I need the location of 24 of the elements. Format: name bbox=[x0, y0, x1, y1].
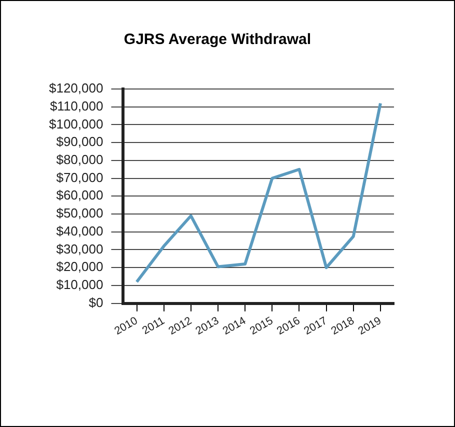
x-tick-label: 2015 bbox=[248, 314, 276, 338]
y-tick-label: $110,000 bbox=[50, 98, 104, 114]
y-tick-label: $40,000 bbox=[56, 223, 104, 238]
x-tick-label: 2012 bbox=[166, 314, 194, 338]
x-tick-label: 2018 bbox=[329, 314, 356, 338]
chart-title: GJRS Average Withdrawal bbox=[124, 31, 312, 48]
y-tick-label: $60,000 bbox=[56, 188, 104, 203]
y-tick-label: $90,000 bbox=[56, 134, 104, 150]
x-tick-label: 2014 bbox=[220, 314, 248, 338]
x-tick-label: 2017 bbox=[302, 314, 330, 338]
x-tick-label: 2019 bbox=[356, 314, 384, 338]
y-tick-label: $30,000 bbox=[56, 241, 104, 256]
y-tick-label: $70,000 bbox=[56, 170, 104, 185]
x-tick-label: 2013 bbox=[194, 314, 222, 338]
x-tick-label: 2010 bbox=[112, 314, 140, 338]
y-tick-label: $0 bbox=[88, 294, 104, 310]
x-tick-label: 2016 bbox=[275, 314, 302, 338]
y-tick-label: $50,000 bbox=[56, 206, 104, 221]
y-tick-label: $80,000 bbox=[56, 152, 104, 168]
y-tick-label: $20,000 bbox=[56, 259, 104, 274]
y-tick-label: $100,000 bbox=[48, 116, 104, 132]
x-tick-label: 2011 bbox=[140, 314, 167, 338]
y-tick-label: $120,000 bbox=[48, 80, 104, 96]
y-tick-label: $10,000 bbox=[56, 277, 104, 292]
